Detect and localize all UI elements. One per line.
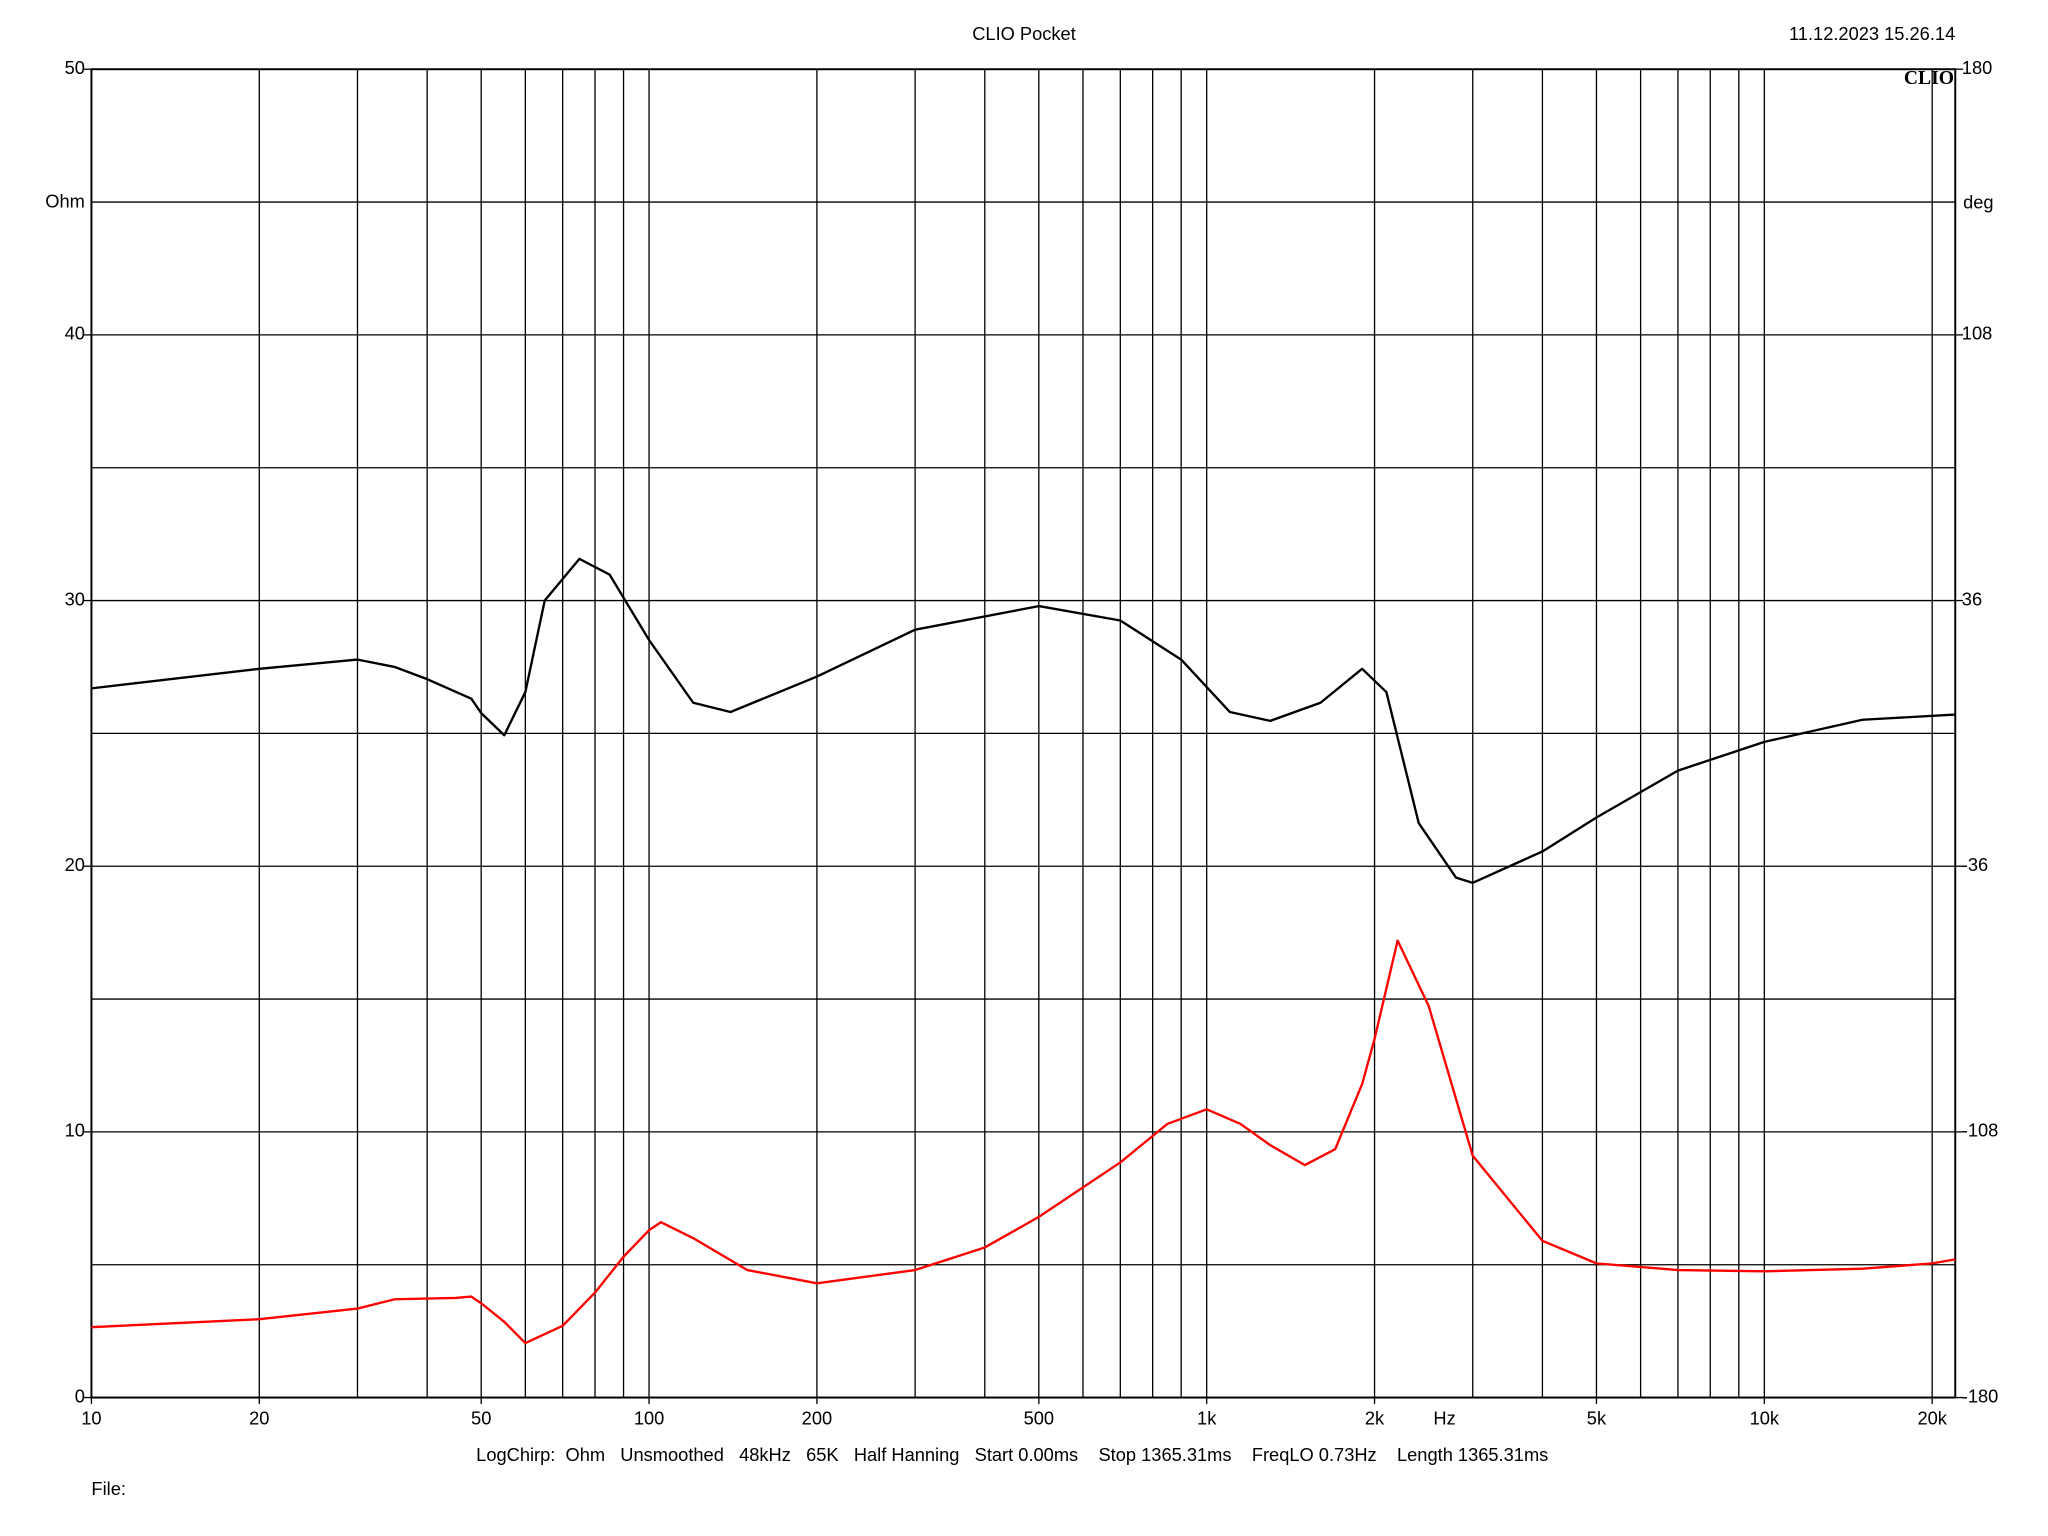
x-axis-label: Hz: [1433, 1408, 1455, 1429]
y2-tick-label: 108: [1962, 323, 1992, 344]
y2-tick-label: 36: [1962, 588, 1982, 609]
y2-tick-label: -36: [1962, 854, 1988, 875]
series-line: [91, 557, 1956, 884]
x-tick-label: 10k: [1750, 1408, 1780, 1429]
x-tick-label: 10: [81, 1408, 101, 1429]
footer-info: LogChirp: Ohm Unsmoothed 48kHz 65K Half …: [476, 1444, 1548, 1465]
y-tick-label: 40: [65, 323, 85, 344]
y-axis-label: Ohm: [45, 190, 85, 211]
y-tick-label: 20: [65, 854, 85, 875]
y-tick-label: 30: [65, 588, 85, 609]
x-tick-label: 50: [471, 1408, 491, 1429]
y-tick-label: 10: [65, 1120, 85, 1141]
y2-tick-label: 180: [1962, 57, 1992, 78]
x-tick-label: 1k: [1197, 1408, 1217, 1429]
chart-title: CLIO Pocket: [972, 23, 1076, 44]
y-tick-label: 0: [75, 1385, 85, 1406]
y-tick-label: 50: [65, 57, 85, 78]
x-tick-label: 5k: [1587, 1408, 1607, 1429]
y2-tick-label: -108: [1962, 1120, 1999, 1141]
timestamp: 11.12.2023 15.26.14: [1789, 23, 1955, 44]
logo: CLIO: [1904, 68, 1954, 89]
y2-tick-label: -180: [1962, 1385, 1999, 1406]
x-tick-label: 100: [634, 1408, 664, 1429]
x-tick-label: 500: [1024, 1408, 1054, 1429]
x-tick-label: 200: [802, 1408, 832, 1429]
x-tick-label: 20k: [1917, 1408, 1947, 1429]
series-line: [91, 939, 1956, 1345]
y2-axis-label: deg: [1963, 192, 1993, 213]
x-tick-label: 20: [249, 1408, 269, 1429]
file-label: File:: [91, 1478, 126, 1499]
x-tick-label: 2k: [1365, 1408, 1385, 1429]
